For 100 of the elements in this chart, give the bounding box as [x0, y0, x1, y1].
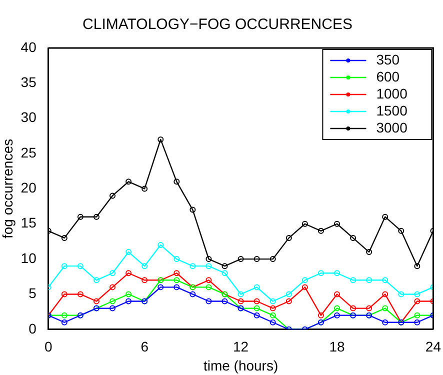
point — [382, 277, 388, 284]
point — [254, 256, 260, 262]
point — [126, 298, 132, 304]
point — [142, 277, 148, 284]
point — [350, 234, 356, 241]
point — [222, 270, 228, 276]
point — [302, 277, 308, 284]
point — [254, 284, 260, 290]
point — [222, 298, 228, 304]
point — [77, 291, 84, 298]
point — [93, 298, 100, 304]
point — [206, 263, 212, 270]
point — [286, 234, 292, 241]
point — [61, 312, 68, 318]
point — [302, 220, 308, 227]
point — [334, 291, 340, 298]
point — [174, 270, 180, 276]
point — [382, 305, 388, 312]
point — [126, 291, 132, 298]
y-tick-label: 40 — [20, 38, 37, 55]
point — [93, 277, 100, 284]
point — [286, 298, 292, 304]
point — [350, 277, 356, 284]
y-tick-label: 10 — [20, 250, 37, 266]
point — [350, 305, 356, 312]
chart-title: CLIMATOLOGY−FOG OCCURRENCES — [82, 16, 352, 34]
point — [238, 256, 244, 262]
point — [366, 277, 372, 284]
point — [61, 291, 68, 298]
y-tick-label: 5 — [28, 285, 37, 302]
x-tick-label: 18 — [329, 338, 345, 355]
point — [110, 284, 116, 290]
point — [382, 319, 388, 326]
point — [158, 136, 164, 142]
x-tick-label: 24 — [425, 338, 442, 355]
point — [222, 263, 228, 270]
point — [414, 291, 420, 298]
point — [61, 234, 68, 241]
point — [206, 284, 212, 290]
point — [110, 192, 116, 199]
point — [270, 319, 276, 326]
point — [270, 312, 276, 318]
point — [318, 270, 324, 276]
point — [270, 298, 276, 304]
point — [398, 291, 404, 298]
point — [366, 305, 372, 312]
x-tick-label: 0 — [44, 338, 52, 355]
point — [334, 305, 340, 312]
point — [93, 214, 100, 220]
point — [382, 214, 388, 220]
point — [174, 284, 180, 290]
legend-label: 600 — [376, 68, 400, 84]
point — [318, 228, 324, 234]
point — [174, 277, 180, 284]
y-tick-label: 25 — [20, 144, 37, 160]
point — [270, 305, 276, 312]
point — [286, 291, 292, 298]
point — [110, 270, 116, 276]
point — [206, 277, 212, 284]
point — [254, 298, 260, 304]
point — [414, 319, 420, 326]
point — [190, 206, 196, 213]
point — [414, 298, 420, 304]
point — [334, 312, 340, 318]
point — [174, 256, 180, 262]
point — [142, 263, 148, 270]
point — [334, 220, 340, 227]
point — [158, 284, 164, 290]
point — [302, 284, 308, 290]
point — [126, 270, 132, 276]
point — [110, 305, 116, 312]
point — [190, 291, 196, 298]
point — [254, 305, 260, 312]
point — [126, 249, 132, 256]
point — [414, 312, 420, 318]
point — [174, 178, 180, 185]
point — [77, 214, 84, 220]
point — [238, 298, 244, 304]
point — [206, 298, 212, 304]
x-tick-label: 12 — [233, 338, 249, 355]
point — [77, 263, 84, 270]
point — [398, 228, 404, 234]
y-tick-label: 15 — [20, 214, 37, 231]
point — [414, 263, 420, 270]
point — [334, 270, 340, 276]
point — [126, 178, 132, 185]
point — [238, 291, 244, 298]
y-tick-label: 30 — [20, 109, 37, 126]
point — [158, 242, 164, 248]
point — [61, 263, 68, 270]
point — [110, 298, 116, 304]
legend-label: 1500 — [376, 102, 408, 118]
point — [270, 256, 276, 262]
legend-label: 1000 — [376, 85, 408, 102]
point — [254, 312, 260, 318]
point — [318, 312, 324, 318]
point — [61, 319, 68, 326]
point — [382, 291, 388, 298]
point — [366, 249, 372, 256]
y-tick-label: 0 — [28, 320, 37, 336]
